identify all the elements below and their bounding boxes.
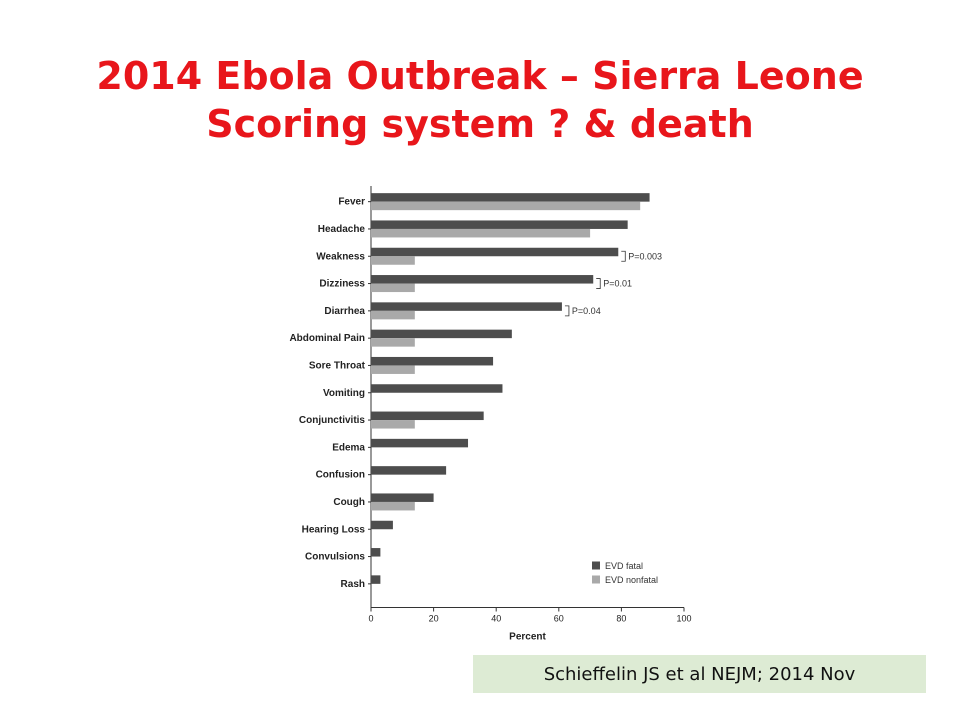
title-line-1: 2014 Ebola Outbreak – Sierra Leone [96,54,864,98]
bar-nonfatal [371,338,415,347]
pvalue-bracket [621,250,626,262]
pvalue-label: P=0.01 [603,279,632,289]
bar-nonfatal [371,201,641,211]
x-axis-title: Percent [509,632,546,643]
category-label: Diarrhea [324,306,365,317]
bar-fatal [371,520,393,530]
bar-fatal [371,548,381,557]
title-line-2: Scoring system ? & death [206,102,754,146]
bar-nonfatal [371,420,415,429]
x-tick-label: 100 [676,614,691,624]
bar-nonfatal [371,501,415,511]
category-label: Dizziness [319,279,365,290]
x-tick-label: 20 [429,614,439,624]
citation-box: Schieffelin JS et al NEJM; 2014 Nov [473,655,926,693]
legend-swatch [592,561,600,570]
x-tick-label: 80 [616,614,626,624]
citation-text: Schieffelin JS et al NEJM; 2014 Nov [543,663,856,685]
bar-nonfatal [371,228,591,238]
category-label: Sore Throat [309,360,366,371]
bar-fatal [371,193,650,202]
bar-chart: Fever Headache Weakness Dizziness Diarrhea Ab… [289,186,692,643]
bar-fatal [371,493,434,502]
category-label: Convulsions [305,552,365,563]
legend-swatch [592,575,600,584]
category-label: Weakness [316,251,365,262]
category-label: Abdominal Pain [289,333,365,344]
pvalue-bracket [596,278,601,289]
category-label: Hearing Loss [302,524,366,535]
category-label: Rash [341,579,365,590]
category-label: Fever [338,197,365,208]
category-label: Headache [318,224,366,235]
bar-fatal [371,384,503,393]
pvalue-label: P=0.04 [572,306,601,316]
bar-fatal [371,302,562,311]
bar-fatal [371,275,594,284]
slide-title: 2014 Ebola Outbreak – Sierra Leone Scori… [0,52,960,148]
bar-fatal [371,466,447,475]
bar-nonfatal [371,365,415,374]
bar-nonfatal [371,283,415,293]
legend-label: EVD nonfatal [605,575,658,585]
bar-nonfatal [371,256,415,265]
bar-fatal [371,356,494,366]
bar-fatal [371,575,381,584]
bar-fatal [371,329,512,339]
x-tick-label: 40 [491,614,501,624]
category-label: Vomiting [323,388,365,399]
bar-fatal [371,438,469,448]
category-label: Edema [332,442,365,453]
category-label: Confusion [316,470,365,481]
bar-fatal [371,247,619,257]
pvalue-bracket [564,305,570,317]
pvalue-label: P=0.003 [628,251,662,261]
bar-nonfatal [371,310,415,320]
bar-fatal [371,411,484,421]
x-tick-label: 0 [368,614,373,624]
category-label: Conjunctivitis [299,415,366,426]
legend-label: EVD fatal [605,561,643,571]
category-label: Cough [333,497,365,508]
x-tick-label: 60 [554,614,564,624]
bar-fatal [371,220,628,229]
